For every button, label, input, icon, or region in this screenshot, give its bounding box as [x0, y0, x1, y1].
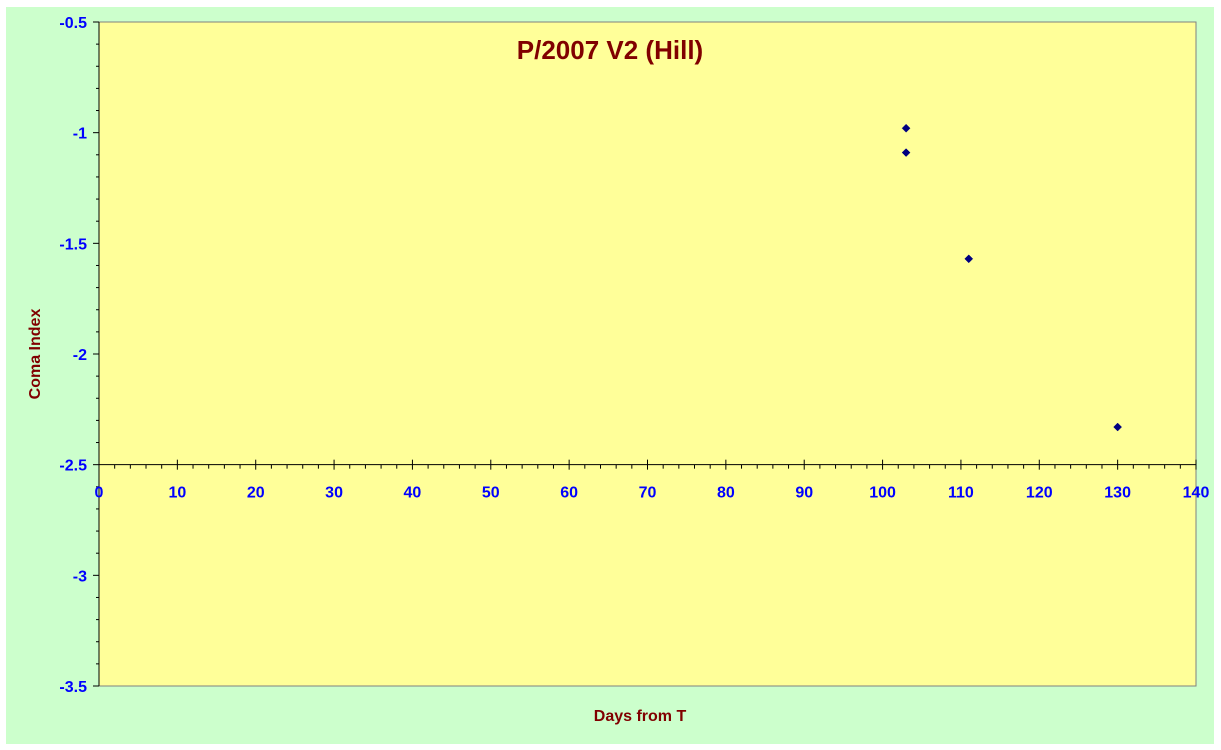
- x-tick-label: 60: [560, 485, 578, 502]
- y-tick-label: -1.5: [59, 236, 87, 253]
- data-point: [1113, 422, 1122, 432]
- x-tick-label: 120: [1026, 485, 1053, 502]
- x-tick-label: 50: [482, 485, 500, 502]
- data-point: [901, 123, 911, 133]
- x-tick-label: 40: [404, 485, 422, 502]
- x-tick-label: 10: [168, 485, 186, 502]
- y-tick-label: -0.5: [59, 15, 87, 32]
- x-tick-label: 100: [869, 485, 896, 502]
- x-axis: 0 10 20 30 40 50 60 70 80 90 100 110 120 130 140: [95, 459, 1210, 502]
- x-tick-label: 130: [1104, 485, 1131, 502]
- y-axis-title: Coma Index: [27, 309, 44, 400]
- chart-title: P/2007 V2 (Hill): [517, 35, 703, 65]
- data-point: [901, 148, 911, 157]
- x-tick-label: 110: [948, 485, 974, 502]
- x-tick-label: 30: [325, 485, 343, 502]
- x-tick-label: 70: [639, 485, 657, 502]
- x-tick-label: 0: [95, 485, 104, 502]
- y-tick-label: -3: [73, 568, 87, 585]
- x-tick-label: 140: [1183, 485, 1210, 502]
- plot-area: [98, 21, 1197, 687]
- data-points: [901, 123, 1122, 432]
- x-tick-label: 90: [795, 485, 813, 502]
- y-tick-label: -1: [73, 126, 87, 143]
- data-point: [964, 254, 974, 264]
- x-axis-title: Days from T: [594, 708, 687, 725]
- y-axis: -0.5 -1 -1.5 -2 -2.5 -3 -3.5: [59, 15, 100, 696]
- y-tick-label: -3.5: [59, 679, 87, 696]
- y-tick-label: -2: [73, 347, 87, 364]
- y-tick-label: -2.5: [59, 458, 87, 475]
- x-tick-label: 80: [717, 485, 735, 502]
- x-tick-label: 20: [247, 485, 265, 502]
